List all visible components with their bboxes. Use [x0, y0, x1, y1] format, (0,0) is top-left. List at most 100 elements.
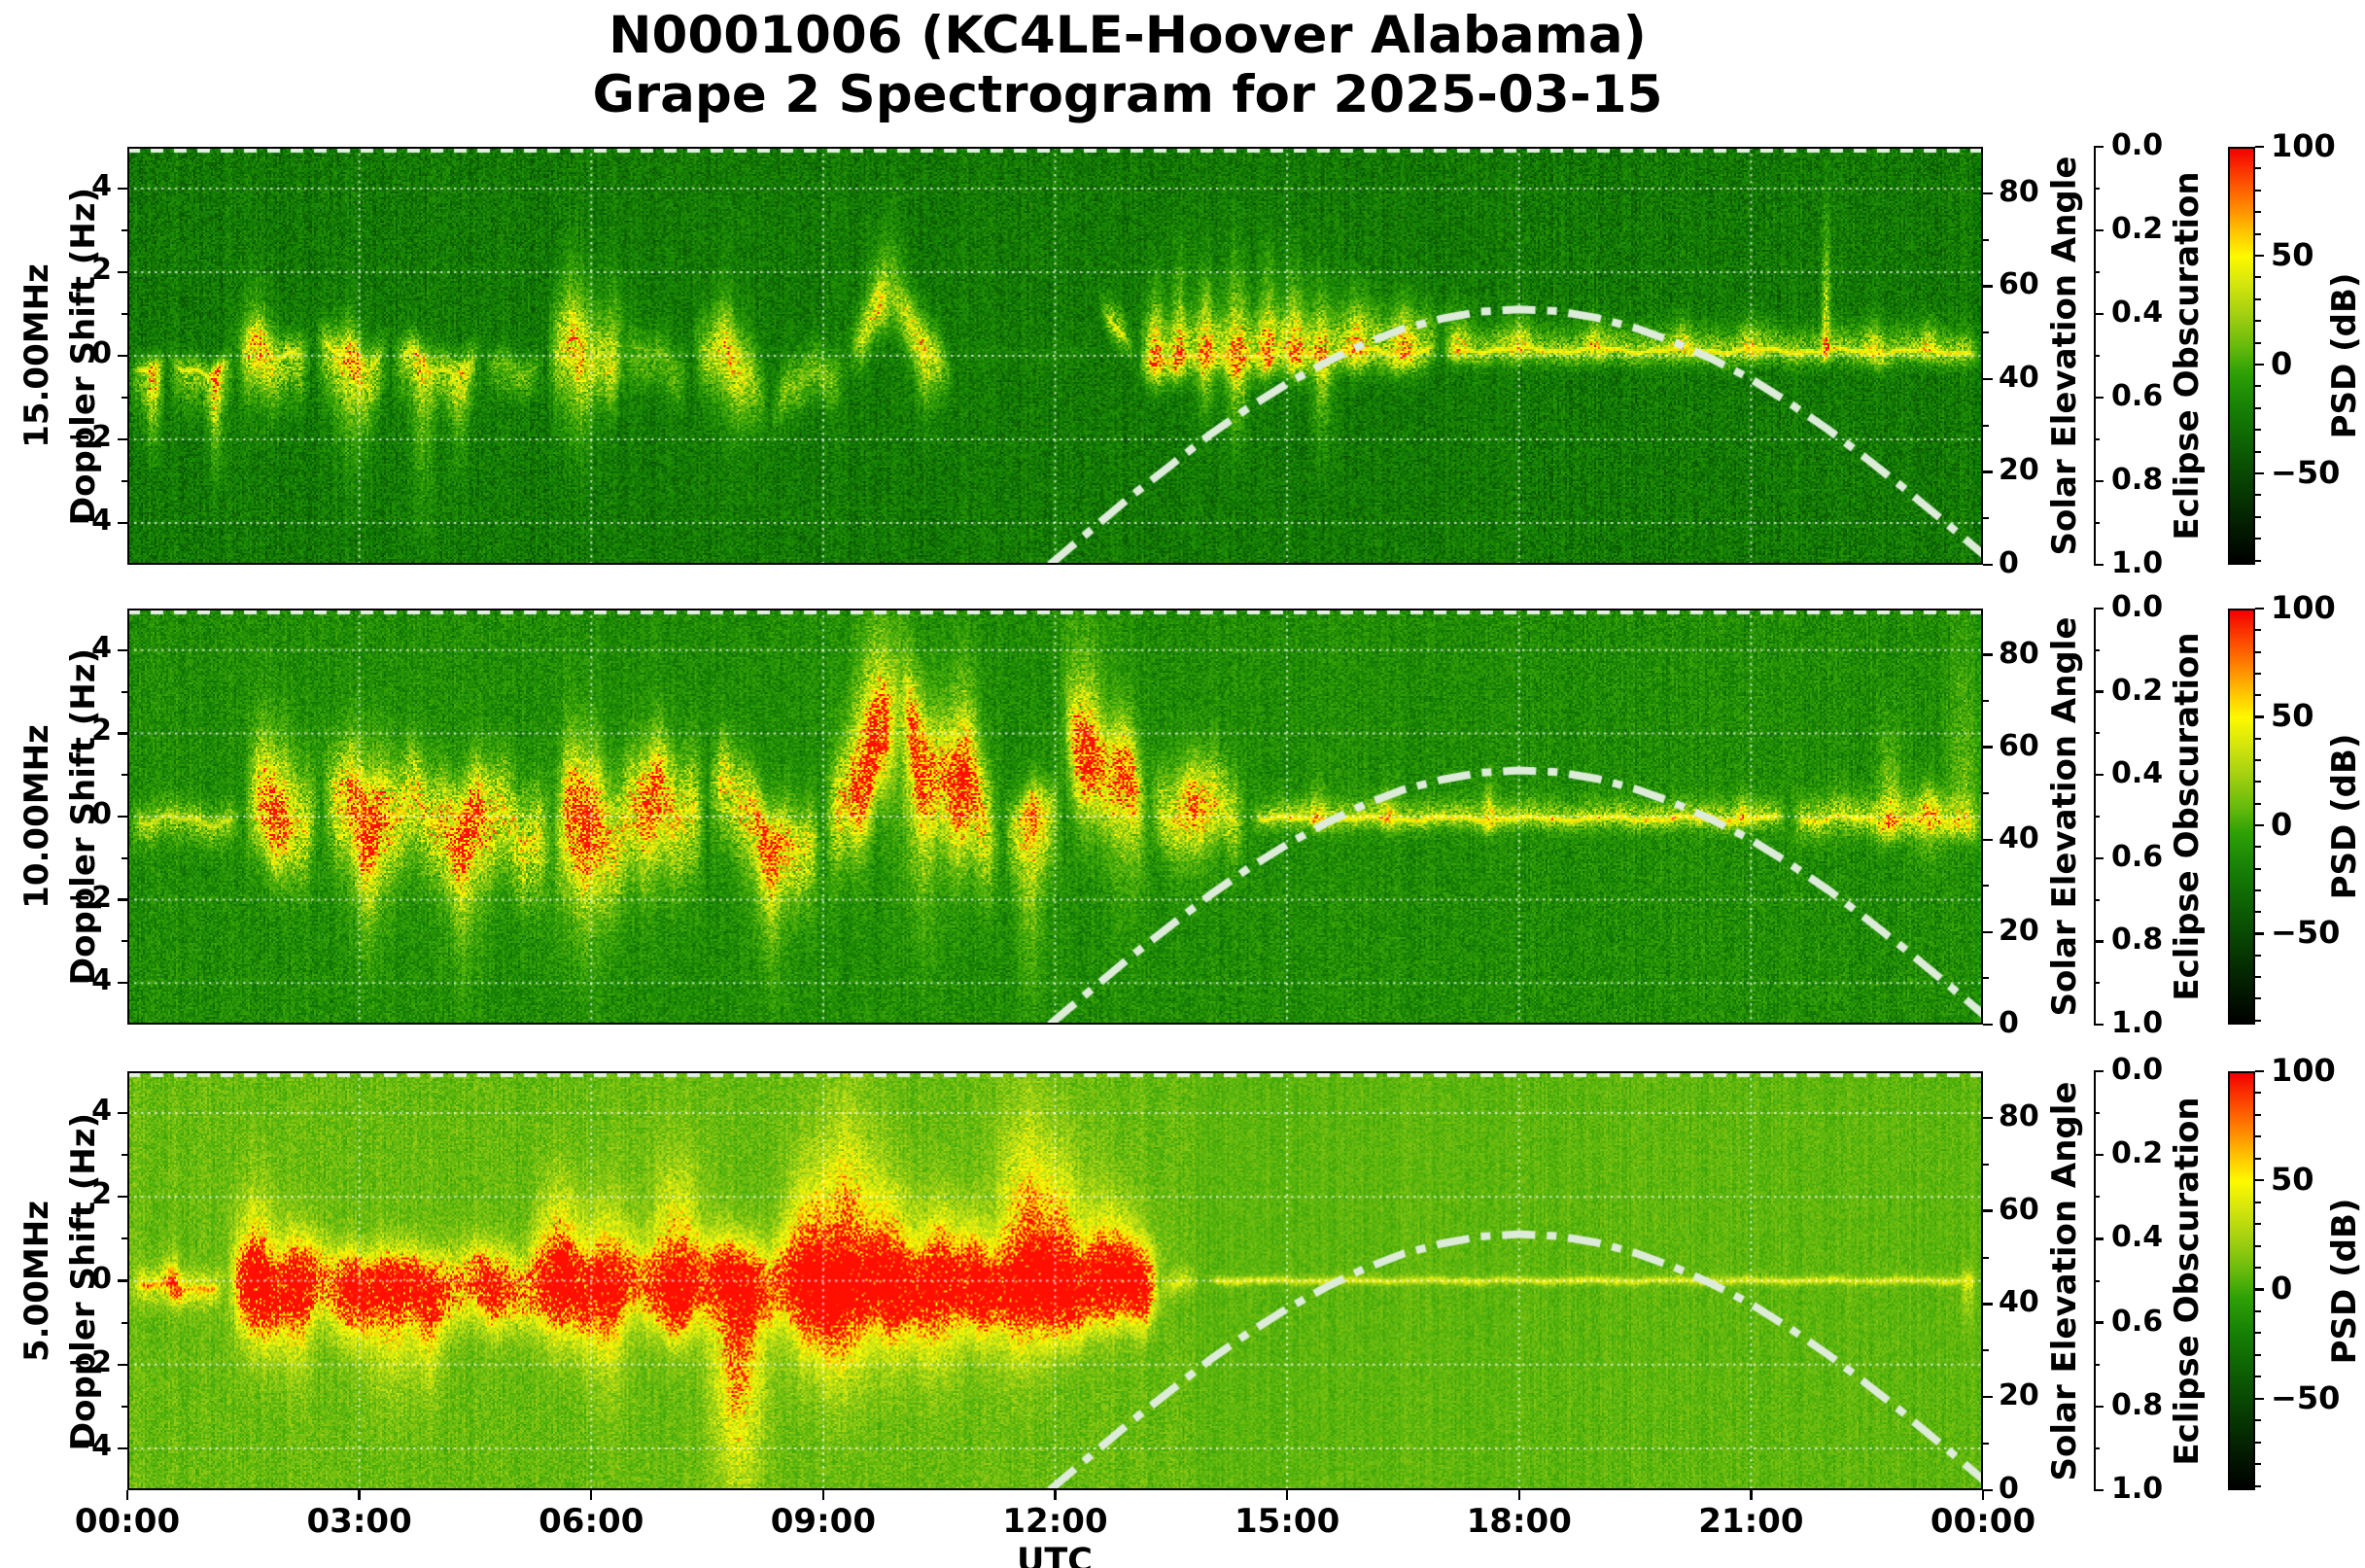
- spectrogram-panel-10.00MHz: [127, 609, 1983, 1025]
- eclipse-minor-tick: [2094, 1196, 2100, 1199]
- eclipse-tick: [2094, 607, 2104, 610]
- spectrogram-panel-5.00MHz: [127, 1071, 1983, 1490]
- y-minor-tick: [122, 1405, 127, 1408]
- colorbar-tick: [2255, 254, 2264, 258]
- spectrogram-panel-15.00MHz: [127, 147, 1983, 565]
- colorbar-tick: [2255, 823, 2264, 827]
- colorbar-tick: [2255, 471, 2264, 475]
- solar-axis-label: Solar Elevation Angle: [2045, 616, 2084, 1017]
- eclipse-tick-label: 0.2: [2111, 212, 2164, 246]
- x-tick: [1054, 1490, 1057, 1500]
- y-tick: [118, 1196, 127, 1199]
- colorbar-label: PSD (dB): [2325, 733, 2364, 900]
- y-tick-label: 2: [91, 1177, 112, 1212]
- y-minor-tick: [122, 856, 127, 859]
- psd-colorbar: [2228, 609, 2255, 1025]
- colorbar-tick-label: 0: [2271, 805, 2293, 843]
- colorbar-label: PSD (dB): [2325, 1198, 2364, 1364]
- solar-tick-label: 60: [1999, 267, 2039, 302]
- solar-tick: [1983, 377, 1993, 381]
- solar-tick-label: 80: [1999, 636, 2039, 671]
- colorbar-minor-tick: [2255, 889, 2261, 891]
- eclipse-tick-label: 0.8: [2111, 1387, 2164, 1422]
- eclipse-minor-tick: [2094, 188, 2100, 190]
- overlay-curves-15.00MHz: [127, 147, 1983, 565]
- colorbar-tick: [2255, 363, 2264, 366]
- colorbar-minor-tick: [2255, 1441, 2261, 1444]
- eclipse-tick: [2094, 1069, 2104, 1073]
- colorbar-tick-label: 100: [2271, 589, 2336, 626]
- y-tick: [118, 898, 127, 901]
- colorbar-tick-label: −50: [2271, 914, 2341, 952]
- colorbar-tick: [2255, 145, 2264, 149]
- solar-tick: [1983, 1396, 1993, 1399]
- colorbar-minor-tick: [2255, 406, 2261, 409]
- colorbar-tick: [2255, 1288, 2264, 1291]
- colorbar-minor-tick: [2255, 1484, 2261, 1487]
- solar-tick-label: 60: [1999, 1192, 2039, 1227]
- eclipse-minor-tick: [2094, 1279, 2100, 1282]
- colorbar-minor-tick: [2255, 276, 2261, 279]
- solar-minor-tick: [1983, 977, 1989, 980]
- solar-tick: [1983, 1303, 1993, 1306]
- solar-minor-tick: [1983, 792, 1989, 795]
- colorbar-minor-tick: [2255, 997, 2261, 1000]
- eclipse-minor-tick: [2094, 522, 2100, 524]
- eclipse-tick: [2094, 396, 2104, 400]
- eclipse-tick: [2094, 940, 2104, 943]
- eclipse-tick-label: 0.4: [2111, 756, 2164, 791]
- solar-tick: [1983, 746, 1993, 749]
- colorbar-minor-tick: [2255, 737, 2261, 740]
- colorbar-tick-label: −50: [2271, 1378, 2341, 1416]
- colorbar-tick-label: 0: [2271, 344, 2293, 382]
- colorbar-minor-tick: [2255, 189, 2261, 192]
- colorbar-minor-tick: [2255, 694, 2261, 697]
- colorbar-minor-tick: [2255, 1019, 2261, 1022]
- colorbar-minor-tick: [2255, 1244, 2261, 1247]
- eclipse-tick-label: 0.6: [2111, 839, 2164, 874]
- y-tick-label: 0: [91, 1261, 112, 1296]
- colorbar-minor-tick: [2255, 320, 2261, 323]
- colorbar-minor-tick: [2255, 1223, 2261, 1226]
- y-minor-tick: [122, 313, 127, 315]
- eclipse-minor-tick: [2094, 438, 2100, 440]
- y-tick-label: 2: [91, 253, 112, 287]
- overlay-curves-5.00MHz: [127, 1071, 1983, 1490]
- y-tick: [118, 354, 127, 358]
- x-tick-label: 00:00: [1930, 1502, 2036, 1541]
- colorbar-minor-tick: [2255, 759, 2261, 762]
- solar-minor-tick: [1983, 1349, 1989, 1352]
- eclipse-axis-label: Eclipse Obscuration: [2168, 1096, 2207, 1466]
- x-tick: [590, 1490, 593, 1500]
- y-tick: [118, 270, 127, 274]
- eclipse-tick: [2094, 1154, 2104, 1157]
- eclipse-tick-label: 0.2: [2111, 673, 2164, 708]
- solar-tick-label: 20: [1999, 913, 2039, 948]
- eclipse-minor-tick: [2094, 982, 2100, 985]
- title-line-2: Grape 2 Spectrogram for 2025-03-15: [592, 65, 1663, 125]
- colorbar-tick: [2255, 715, 2264, 718]
- solar-tick-label: 60: [1999, 728, 2039, 763]
- eclipse-tick: [2094, 1405, 2104, 1408]
- solar-tick: [1983, 563, 1993, 567]
- eclipse-tick-label: 1.0: [2111, 1472, 2164, 1506]
- eclipse-tick-label: 0.6: [2111, 379, 2164, 413]
- colorbar-tick: [2255, 1397, 2264, 1400]
- solar-minor-tick: [1983, 517, 1989, 520]
- eclipse-minor-tick: [2094, 816, 2100, 818]
- colorbar-tick-label: 50: [2271, 1161, 2314, 1199]
- y-tick-label: 0: [91, 336, 112, 370]
- colorbar-minor-tick: [2255, 672, 2261, 675]
- psd-colorbar: [2228, 147, 2255, 565]
- eclipse-tick-label: 0.0: [2111, 1053, 2164, 1087]
- colorbar-minor-tick: [2255, 1463, 2261, 1466]
- solar-tick: [1983, 285, 1993, 288]
- y-tick: [118, 187, 127, 191]
- eclipse-tick-label: 1.0: [2111, 546, 2164, 580]
- eclipse-tick-label: 0.4: [2111, 1220, 2164, 1255]
- colorbar-minor-tick: [2255, 1092, 2261, 1095]
- y-tick: [118, 437, 127, 441]
- colorbar-minor-tick: [2255, 1267, 2261, 1270]
- solar-tick-label: 0: [1999, 1472, 2019, 1506]
- x-axis-label: UTC: [1017, 1542, 1093, 1568]
